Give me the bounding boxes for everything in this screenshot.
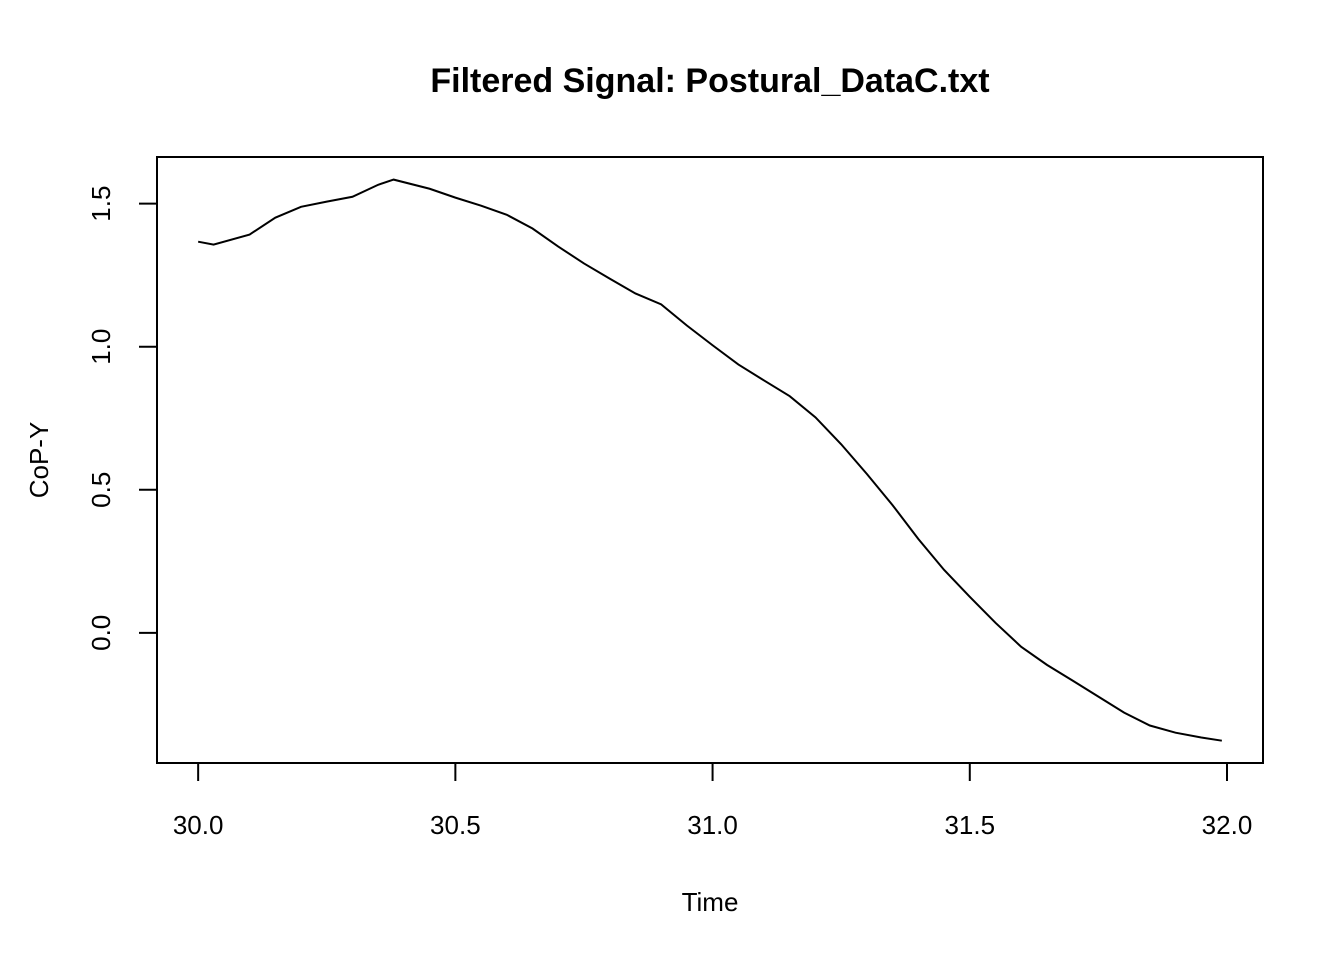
x-tick-label: 31.0 xyxy=(687,810,738,840)
y-axis-label: CoP-Y xyxy=(24,422,54,499)
data-line xyxy=(197,178,1223,742)
x-axis-label: Time xyxy=(682,887,739,917)
y-tick-label: 1.0 xyxy=(86,329,116,365)
y-tick-label: 0.0 xyxy=(86,615,116,651)
chart-title: Filtered Signal: Postural_DataC.txt xyxy=(430,62,989,100)
plot-frame xyxy=(156,156,1264,764)
x-tick-label: 30.5 xyxy=(430,810,481,840)
x-tick-label: 31.5 xyxy=(944,810,995,840)
y-tick-label: 0.5 xyxy=(86,472,116,508)
x-tick-label: 30.0 xyxy=(173,810,224,840)
y-tick-label: 1.5 xyxy=(86,186,116,222)
x-tick-label: 32.0 xyxy=(1202,810,1253,840)
